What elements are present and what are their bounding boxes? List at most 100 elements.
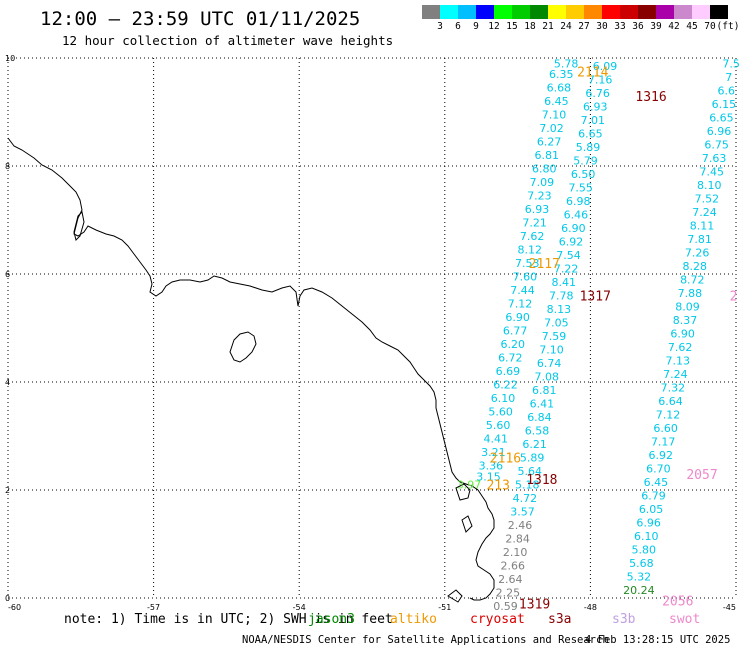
lon-tick-label: -54 [293,603,306,612]
wave-height-value: 7.24 [663,368,688,381]
wave-height-value: 6.65 [578,128,603,141]
pass-id-label: 2 [730,290,738,305]
wave-height-value: 8.28 [682,260,707,273]
legend-swatch [656,5,674,19]
wave-height-value: 6.09 [593,60,618,73]
wave-height-value: 2.64 [498,573,523,586]
satellite-legend-altiko: altiko [390,612,437,627]
lat-tick-label: 10 [5,54,15,63]
wave-height-value: 4.41 [484,433,509,446]
lat-tick-label: 2 [5,486,10,495]
wave-height-value: 6.68 [547,82,572,95]
wave-height-value: 8.13 [547,303,572,316]
legend-label: 36 [632,21,644,32]
legend-label: 12 [488,21,500,32]
wave-height-value: 7.01 [581,114,606,127]
wave-height-value: 6.81 [532,384,557,397]
wave-height-value: 7.78 [549,290,574,303]
wave-height-value: 6.10 [491,392,516,405]
wave-height-value: 6.76 [585,87,610,100]
wave-height-value: 5.89 [576,141,601,154]
legend-label: 9 [473,21,479,32]
satellite-legend-s3a: s3a [548,612,572,627]
pass-id-labels: 2114 1316 2117 1317 2 2116 213 1318 2057 1319 2056 [486,66,737,613]
wave-height-value: 5.32 [627,570,652,583]
wave-height-value: 6.35 [549,68,574,81]
lat-tick-label: 0 [5,594,10,603]
legend-swatch [566,5,584,19]
satellite-legend-swot: swot [669,612,701,627]
legend-label: 3 [437,21,443,32]
wave-height-value: 6.15 [712,98,737,111]
legend-label: 18 [524,21,536,32]
legend-swatch [602,5,620,19]
wave-height-value: 7.60 [513,271,538,284]
wave-height-value: 6.75 [704,138,729,151]
wave-height-tracks: 5.786.356.686.457.107.026.276.816.807.09… [457,57,740,613]
wave-height-value: 7.12 [656,408,681,421]
legend-label: 21 [542,21,554,32]
wave-height-value: 6.60 [653,422,678,435]
legend-swatch [584,5,602,19]
lon-tick-label: -45 [723,603,736,612]
wave-height-value: 6.69 [496,365,521,378]
wave-height-value: 7.45 [699,165,724,178]
wave-height-value: 5.89 [520,452,545,465]
wave-height-value: 4.72 [513,492,538,505]
wave-height-value: 7.63 [702,152,727,165]
color-legend-bar [422,5,728,19]
pass-id-label: 2114 [577,66,608,81]
wave-height-value: 6.79 [641,489,666,502]
wave-height-value: 7.81 [687,233,712,246]
wave-height-value: 6.46 [564,209,589,222]
wave-height-value: 7.5 [722,57,740,70]
legend-label: 39 [650,21,662,32]
wave-height-value: 5.18 [515,479,540,492]
wave-height-value: 3.57 [510,506,535,519]
lat-tick-label: 6 [5,270,10,279]
pass-id-label: 2117 [529,257,560,272]
wave-height-value: 3.21 [481,446,506,459]
wave-height-value: 6.92 [649,449,674,462]
wave-height-value: 6.05 [639,503,664,516]
wave-height-value: 7.10 [542,109,567,122]
legend-swatch [458,5,476,19]
legend-label: 27 [578,21,590,32]
wave-height-value: 7.24 [692,206,717,219]
wave-height-value: 6.90 [670,327,695,340]
wave-height-value: 6.93 [525,203,550,216]
wave-height-value: 6.22 [493,379,518,392]
wave-height-value: 6.96 [636,516,661,529]
legend-swatch [548,5,566,19]
wave-height-value: 7.62 [520,230,545,243]
axis-ticks: -60 -57 -54 -51 -48 -45 0 2 4 6 8 10 [5,54,736,612]
coastline [7,137,495,603]
wave-height-value: 6.50 [571,168,596,181]
legend-swatch [710,5,728,19]
legend-label: 70 [704,21,716,32]
wave-height-value: 6.81 [534,149,559,162]
wave-height-value: 7.32 [661,381,686,394]
legend-swatch [674,5,692,19]
wave-height-value: 8.41 [551,276,576,289]
lat-tick-label: 4 [5,378,10,387]
wave-height-value: 7.44 [510,284,535,297]
legend-label: 45 [686,21,698,32]
wave-height-value: 6.74 [537,357,562,370]
wave-height-value: 3.36 [479,460,504,473]
wave-height-value: 2.46 [508,519,533,532]
timestamp-text: 4 Feb 13:28:15 UTC 2025 [585,634,731,646]
wave-height-value: 7.10 [539,344,564,357]
map-subtitle: 12 hour collection of altimeter wave hei… [62,33,394,48]
legend-label: 15 [506,21,518,32]
wave-height-value: 6.10 [634,530,659,543]
wave-height-value: 5.80 [632,543,657,556]
wave-height-value: 2.10 [503,546,528,559]
credit-text: NOAA/NESDIS Center for Satellite Applica… [242,634,609,646]
wave-height-value: 6.80 [532,163,557,176]
wave-height-value: 6.96 [707,125,732,138]
satellite-legend-jason3: jason3 [308,612,355,627]
wave-height-value: 6.93 [583,101,608,114]
wave-height-value: 5.78 [554,57,579,70]
